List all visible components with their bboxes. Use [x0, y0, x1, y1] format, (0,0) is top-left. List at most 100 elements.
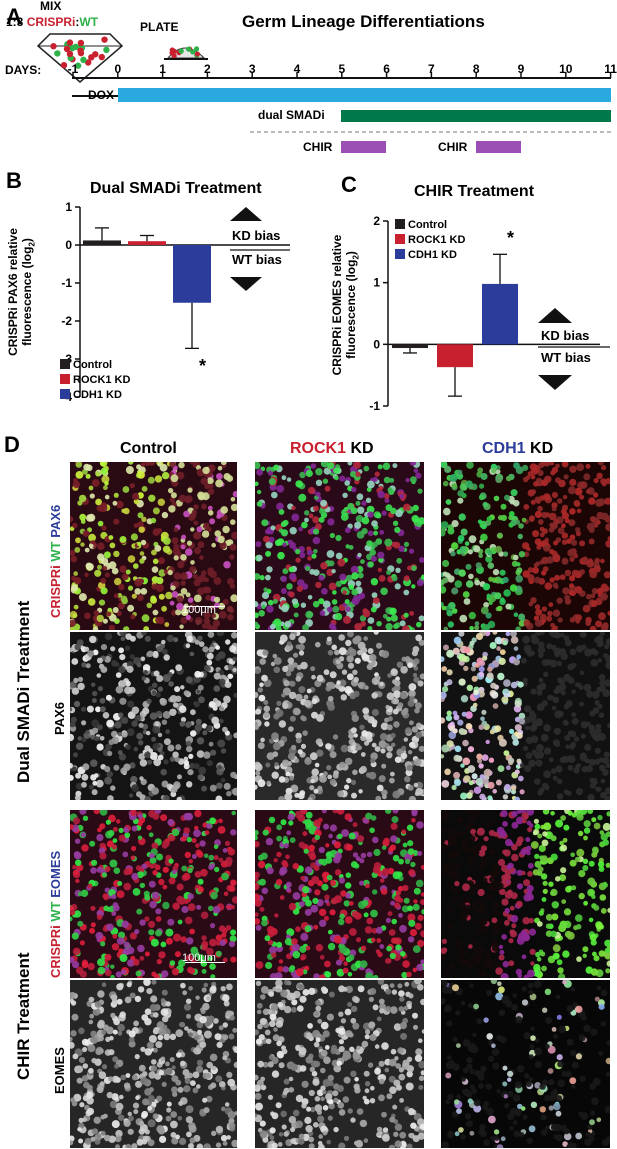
- cell-nucleus: [282, 966, 289, 973]
- cell-nucleus: [288, 902, 297, 911]
- cell-nucleus: [309, 785, 315, 791]
- cell-nucleus: [329, 824, 337, 832]
- cell-nucleus: [385, 1005, 392, 1012]
- cell-nucleus: [255, 980, 262, 986]
- cell-nucleus: [369, 827, 375, 834]
- cell-nucleus: [569, 534, 576, 541]
- cell-nucleus: [304, 699, 312, 708]
- cell-nucleus: [590, 732, 597, 738]
- cell-nucleus: [176, 895, 184, 904]
- cell-nucleus: [399, 924, 407, 933]
- cell-nucleus: [451, 608, 458, 614]
- cell-nucleus: [382, 1127, 389, 1133]
- cell-nucleus: [70, 733, 75, 742]
- cell-nucleus: [134, 995, 142, 1003]
- cell-nucleus: [593, 955, 600, 962]
- cell-nucleus: [295, 737, 302, 744]
- cell-nucleus: [526, 810, 535, 816]
- cell-nucleus: [126, 728, 135, 737]
- cell-nucleus: [285, 643, 294, 651]
- cell-nucleus: [562, 1141, 568, 1147]
- cell-nucleus: [207, 505, 213, 511]
- cell-nucleus: [550, 811, 555, 816]
- day-label: -1: [67, 62, 79, 76]
- cell-nucleus: [291, 744, 297, 750]
- cell-nucleus: [479, 793, 486, 800]
- cell-nucleus: [195, 843, 200, 848]
- cell-nucleus: [72, 817, 81, 825]
- cell-nucleus: [230, 519, 236, 525]
- cell-nucleus: [348, 1032, 354, 1038]
- cell-nucleus: [73, 571, 78, 576]
- cell-nucleus: [146, 602, 153, 609]
- tube-cell-dot: [66, 39, 74, 46]
- cell-nucleus: [175, 695, 182, 702]
- cell-nucleus: [371, 592, 378, 599]
- cell-nucleus: [398, 990, 405, 997]
- cell-nucleus: [136, 732, 144, 740]
- cell-nucleus: [130, 810, 137, 816]
- cell-nucleus: [446, 908, 452, 914]
- cell-nucleus: [201, 623, 208, 629]
- cell-nucleus: [125, 744, 131, 750]
- cell-nucleus: [177, 1086, 184, 1093]
- cell-nucleus: [532, 869, 540, 876]
- cell-nucleus: [550, 470, 556, 476]
- cell-nucleus: [80, 832, 86, 838]
- cell-nucleus: [141, 632, 147, 636]
- cell-nucleus: [367, 511, 374, 518]
- cell-nucleus: [144, 745, 151, 752]
- cell-nucleus: [449, 725, 455, 732]
- cell-nucleus: [85, 562, 93, 570]
- cell-nucleus: [420, 899, 424, 905]
- cell-nucleus: [137, 594, 144, 602]
- cell-nucleus: [377, 567, 383, 573]
- cell-nucleus: [172, 1091, 178, 1097]
- cell-nucleus: [152, 1028, 159, 1035]
- cell-nucleus: [566, 1038, 574, 1046]
- cell-nucleus: [163, 795, 170, 800]
- cell-nucleus: [180, 580, 186, 586]
- cell-nucleus: [386, 945, 392, 952]
- cell-nucleus: [444, 1004, 452, 1013]
- cell-nucleus: [78, 593, 87, 602]
- cell-nucleus: [208, 741, 214, 747]
- cell-nucleus: [446, 609, 453, 617]
- cell-nucleus: [298, 643, 305, 651]
- cell-nucleus: [442, 571, 448, 577]
- cell-nucleus: [494, 545, 503, 554]
- cell-nucleus: [105, 743, 112, 750]
- cell-nucleus: [557, 1060, 564, 1068]
- cell-nucleus: [338, 1109, 346, 1116]
- cell-nucleus: [352, 1052, 361, 1060]
- cell-nucleus: [229, 645, 237, 653]
- y-tick-label: -1: [369, 399, 380, 413]
- cell-nucleus: [127, 700, 135, 708]
- cell-nucleus: [276, 824, 283, 831]
- cell-nucleus: [103, 905, 109, 912]
- cell-nucleus: [261, 604, 266, 610]
- cell-nucleus: [154, 721, 160, 727]
- cell-nucleus: [540, 1129, 548, 1136]
- cell-nucleus: [347, 1108, 353, 1114]
- cell-nucleus: [399, 1131, 407, 1139]
- cell-nucleus: [469, 956, 475, 961]
- cell-nucleus: [175, 1029, 184, 1038]
- cell-nucleus: [108, 1049, 115, 1056]
- cell-nucleus: [597, 814, 603, 821]
- cell-nucleus: [374, 471, 380, 477]
- cell-nucleus: [390, 732, 396, 739]
- cell-nucleus: [96, 866, 103, 873]
- cell-nucleus: [92, 1008, 101, 1016]
- cell-nucleus: [480, 473, 488, 480]
- cell-nucleus: [157, 1034, 164, 1041]
- cell-nucleus: [515, 968, 523, 976]
- cell-nucleus: [99, 852, 107, 860]
- cell-nucleus: [364, 1081, 371, 1087]
- cell-nucleus: [449, 963, 456, 970]
- cell-nucleus: [215, 795, 223, 800]
- cell-nucleus: [445, 715, 453, 722]
- cell-nucleus: [273, 464, 280, 471]
- cell-nucleus: [486, 1107, 494, 1116]
- cell-nucleus: [257, 779, 266, 788]
